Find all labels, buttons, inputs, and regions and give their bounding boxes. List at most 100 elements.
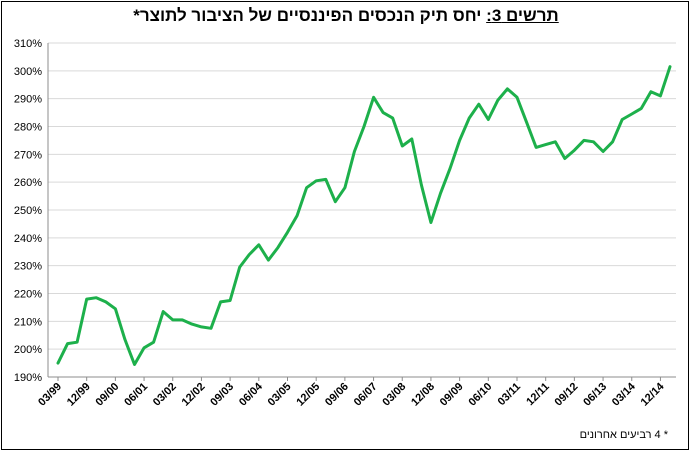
data-point (66, 342, 69, 345)
x-tick-label: 06/04 (237, 380, 266, 409)
data-point (621, 118, 624, 121)
x-tick-label: 09/03 (208, 381, 236, 409)
data-point (439, 192, 442, 195)
x-tick-label: 06/13 (581, 381, 609, 409)
data-point (353, 150, 356, 153)
data-point (410, 138, 413, 141)
chart-title-label: תרשים 3: (486, 6, 559, 25)
data-point (210, 327, 213, 330)
data-point (563, 157, 566, 160)
x-tick-label: 12/02 (180, 381, 208, 409)
data-point (449, 167, 452, 170)
data-point (276, 246, 279, 249)
y-tick-label: 220% (14, 289, 42, 301)
y-tick-label: 300% (14, 66, 42, 78)
data-point (372, 96, 375, 99)
x-tick-label: 03/14 (610, 380, 639, 409)
data-point (649, 90, 652, 93)
data-point (171, 318, 174, 321)
y-tick-label: 240% (14, 233, 42, 245)
y-tick-label: 230% (14, 261, 42, 273)
x-tick-label: 03/08 (380, 381, 408, 409)
data-point (324, 178, 327, 181)
data-point (162, 310, 165, 313)
data-point (659, 94, 662, 97)
data-point (190, 323, 193, 326)
data-point (104, 300, 107, 303)
y-tick-label: 310% (14, 38, 42, 50)
data-point (487, 118, 490, 121)
data-point (305, 186, 308, 189)
data-point (602, 150, 605, 153)
data-point (133, 363, 136, 366)
data-point (630, 112, 633, 115)
data-point (248, 253, 251, 256)
data-point (477, 103, 480, 106)
x-tick-label: 06/07 (352, 381, 380, 409)
grid-lines (47, 42, 676, 378)
x-tick-label: 09/06 (323, 381, 351, 409)
data-point (544, 143, 547, 146)
data-point (468, 117, 471, 120)
data-point (181, 318, 184, 321)
data-point (143, 346, 146, 349)
data-point (506, 87, 509, 90)
y-tick-label: 270% (14, 149, 42, 161)
data-point (296, 214, 299, 217)
data-point (114, 307, 117, 310)
data-point (85, 298, 88, 301)
data-point (611, 140, 614, 143)
data-point (554, 140, 557, 143)
footnote: * 4 רביעים אחרונים (579, 429, 668, 441)
series-line (56, 65, 672, 366)
y-axis-ticks: 190% 200% 210% 220% 230% 240% 250% 260% 270% 280%… (14, 38, 42, 384)
y-tick-label: 200% (14, 344, 42, 356)
y-tick-label: 210% (14, 316, 42, 328)
x-tick-label: 09/00 (94, 381, 122, 409)
x-axis-ticks: 03/99 12/99 09/00 06/01 03/02 12/02 09/03 06/04… (36, 377, 667, 409)
x-tick-label: 12/14 (639, 380, 668, 409)
data-point (516, 96, 519, 99)
y-tick-label: 290% (14, 94, 42, 106)
x-tick-label: 12/11 (524, 381, 552, 409)
data-point (420, 183, 423, 186)
data-point (640, 107, 643, 110)
chart-title-text: יחס תיק הנכסים הפיננסיים של הציבור לתוצר… (133, 6, 482, 25)
y-tick-label: 280% (14, 122, 42, 134)
x-tick-label: 12/99 (65, 381, 93, 409)
data-point (123, 338, 126, 341)
data-point (592, 140, 595, 143)
x-tick-label: 09/12 (553, 381, 581, 409)
data-point (152, 341, 155, 344)
data-point (669, 65, 672, 68)
plot-area (56, 65, 672, 366)
x-tick-label: 03/11 (496, 381, 524, 409)
data-point (343, 186, 346, 189)
data-point (200, 325, 203, 328)
data-point (219, 300, 222, 303)
x-tick-label: 03/99 (36, 381, 64, 409)
data-point (286, 231, 289, 234)
chart-title: תרשים 3: יחס תיק הנכסים הפיננסיים של הצי… (0, 6, 692, 26)
data-point (573, 149, 576, 152)
data-point (76, 341, 79, 344)
data-point (429, 221, 432, 224)
data-point (267, 259, 270, 262)
x-tick-label: 03/02 (151, 381, 179, 409)
data-point (391, 117, 394, 120)
data-point (57, 362, 60, 365)
data-point (401, 144, 404, 147)
x-tick-label: 03/05 (266, 381, 294, 409)
data-point (535, 146, 538, 149)
x-tick-label: 09/09 (438, 381, 466, 409)
data-point (95, 296, 98, 299)
data-point (525, 121, 528, 124)
data-point (229, 299, 232, 302)
x-tick-label: 12/08 (409, 381, 437, 409)
y-tick-label: 190% (14, 372, 42, 384)
y-tick-label: 250% (14, 205, 42, 217)
data-point (363, 125, 366, 128)
data-point (257, 243, 260, 246)
